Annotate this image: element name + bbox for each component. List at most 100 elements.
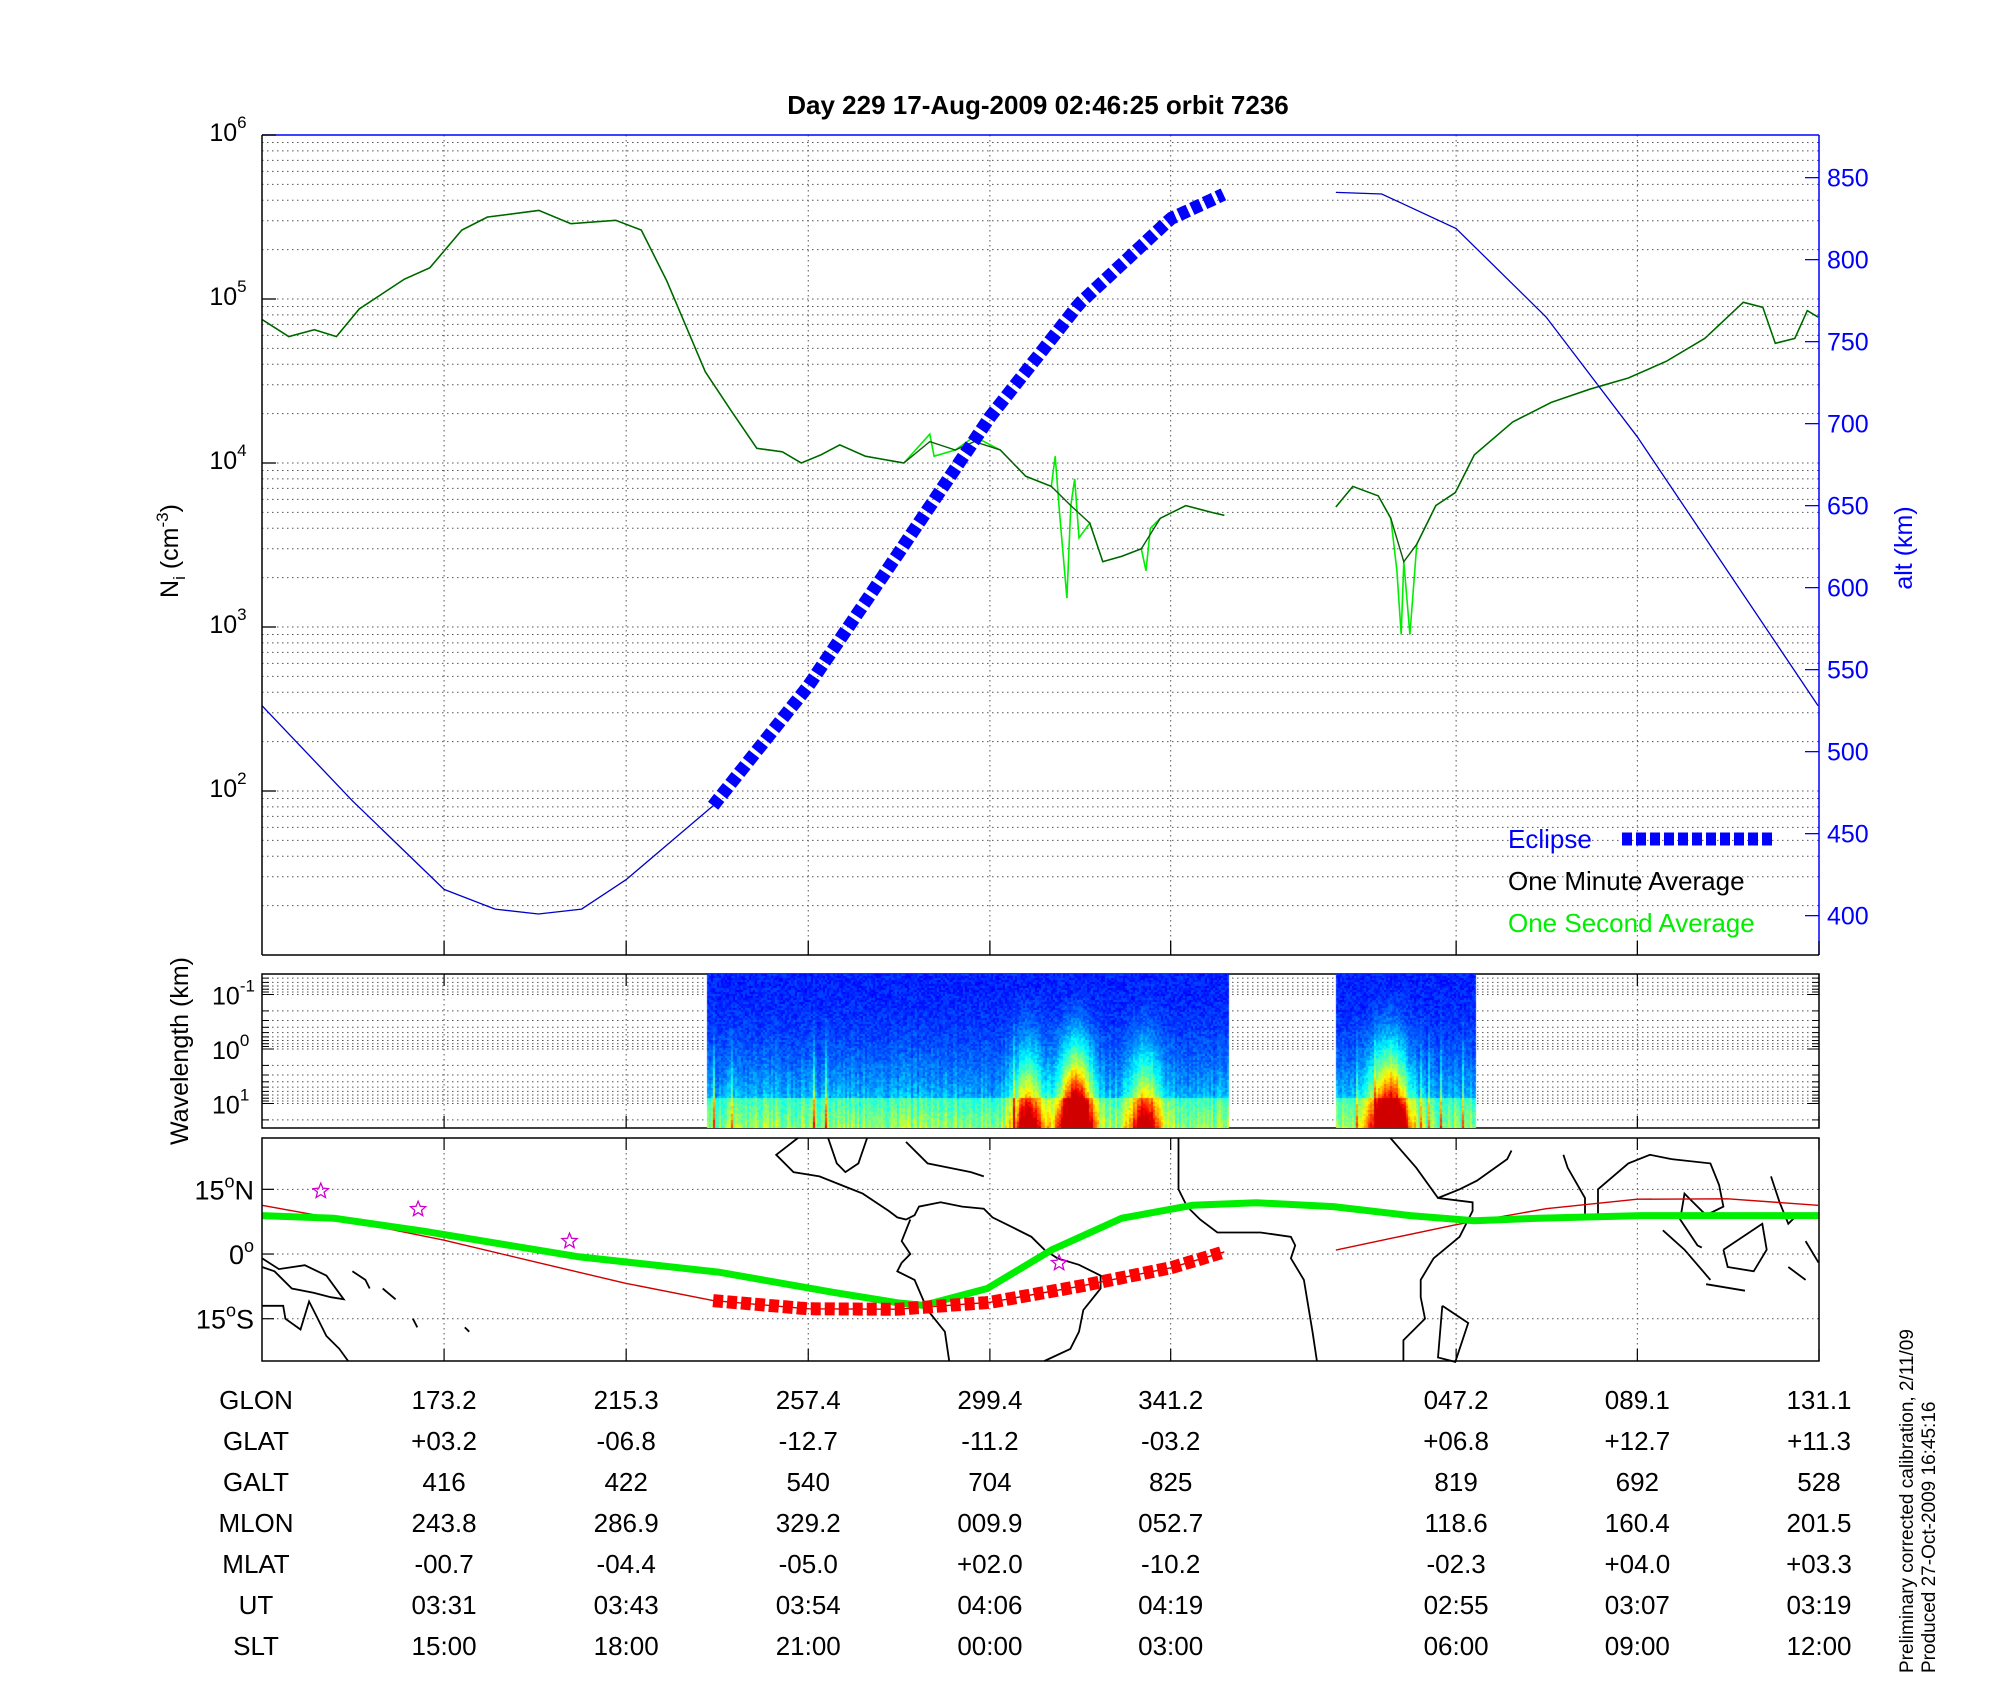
coastline [774,1137,1102,1362]
table-cell: +12.7 [1604,1426,1670,1456]
star-marker [311,1181,331,1199]
table-cell: +03.3 [1786,1549,1852,1579]
table-cell: -03.2 [1141,1426,1200,1456]
table-cell: 243.8 [412,1508,477,1538]
coastline [1671,1158,1725,1249]
dip-equator-line [261,1199,1819,1309]
one-second-average-line [261,209,1225,599]
map-y-tick-label: 0o [229,1236,254,1270]
star-marker [1049,1253,1069,1272]
row-label: MLON [218,1508,293,1538]
star-marker [408,1199,428,1218]
y2-tick-label: 650 [1827,493,1869,521]
table-cell: 03:07 [1605,1590,1670,1620]
coastline [827,1137,868,1174]
spectrogram-y-tick-label: 101 [212,1086,249,1120]
table-cell: 341.2 [1138,1385,1203,1415]
ground-track-line [1335,1198,1819,1251]
table-cell: 047.2 [1424,1385,1489,1415]
table-cell: 422 [604,1467,647,1497]
footnote-calibration: Preliminary corrected calibration, 2/11/… [1897,1329,1918,1673]
table-cell: 18:00 [594,1631,659,1661]
table-cell: -06.8 [597,1426,656,1456]
altitude-line [261,705,714,915]
chart-title: Day 229 17-Aug-2009 02:46:25 orbit 7236 [787,90,1289,120]
table-row: GALT 416 422 540 704 825 819 692 528 [223,1467,1841,1497]
table-cell: 201.5 [1786,1508,1851,1538]
table-cell: 160.4 [1605,1508,1670,1538]
y2-tick-label: 450 [1827,821,1869,849]
table-cell: 704 [968,1467,1011,1497]
legend: Eclipse One Minute Average One Second Av… [1508,824,1772,938]
star-marker [560,1231,579,1250]
table-cell: 118.6 [1425,1508,1488,1538]
table-row: SLT 15:00 18:00 21:00 00:00 03:00 06:00 09:00 12… [233,1631,1851,1661]
table-cell: 009.9 [957,1508,1022,1538]
table-cell: 04:06 [957,1590,1022,1620]
table-cell: 03:43 [594,1590,659,1620]
table-cell: 286.9 [594,1508,659,1538]
coastline [1722,1222,1768,1273]
table-row: MLAT -00.7 -04.4 -05.0 +02.0 -10.2 -02.3 +04.0 +… [222,1549,1852,1579]
table-cell: -04.4 [597,1549,656,1579]
row-label: SLT [233,1631,279,1661]
row-label: GALT [223,1467,289,1497]
coastline [262,1299,349,1362]
y2-tick-label: 850 [1827,165,1869,193]
table-cell: 540 [787,1467,830,1497]
y2-tick-label: 400 [1827,903,1869,931]
table-cell: 03:00 [1138,1631,1203,1661]
main-axes: 102 103 104 105 106 400 450 500 550 600 650 700 750 8… [209,113,1869,956]
table-cell: -12.7 [779,1426,838,1456]
table-cell: 131.1 [1786,1385,1851,1415]
table-cell: 825 [1149,1467,1192,1497]
y2-axis-label: alt (km) [1890,506,1918,589]
spectrogram-y-tick-label: 10-1 [212,977,255,1011]
coastline [1804,1240,1820,1264]
ground-track-line [261,1204,1225,1310]
orbit-table: GLON 173.2 215.3 257.4 299.4 341.2 047.2 089.1 1… [218,1385,1851,1661]
spectrogram-image [262,974,1819,1128]
table-cell: +02.0 [957,1549,1023,1579]
table-cell: 215.3 [594,1385,659,1415]
one-minute-average-line [261,209,1225,563]
coastline [1177,1138,1318,1362]
eclipse-ground-track [712,1245,1226,1316]
table-cell: 257.4 [776,1385,841,1415]
map-axes: 15oN 0o 15oS [194,1137,1820,1362]
footnote-produced: Produced 27-Oct-2009 16:45:16 [1919,1402,1940,1673]
table-cell: 03:19 [1786,1590,1851,1620]
coastline [1787,1266,1807,1281]
coastline [905,1141,985,1178]
table-cell: 692 [1616,1467,1659,1497]
coastline [1389,1137,1474,1361]
altitude-line [1335,191,1819,707]
coastline [1437,1305,1470,1363]
table-cell: -02.3 [1426,1549,1485,1579]
y2-tick-label: 550 [1827,657,1869,685]
y-tick-label: 104 [209,441,246,475]
coastline [351,1270,371,1289]
map-y-tick-label: 15oS [196,1301,254,1335]
spectrogram-y-tick-label: 100 [212,1031,249,1065]
map-series [261,1181,1819,1316]
table-cell: -11.2 [961,1426,1018,1456]
table-cell: 329.2 [776,1508,841,1538]
main-grid [262,135,1819,956]
coastline [261,1257,346,1301]
table-cell: +03.2 [411,1426,477,1456]
table-cell: +06.8 [1423,1426,1489,1456]
y-tick-label: 102 [209,769,246,803]
coastline [382,1287,397,1300]
legend-eclipse-label: Eclipse [1508,824,1592,854]
table-row: MLON 243.8 286.9 329.2 009.9 052.7 118.6 160.4 2… [218,1508,1851,1538]
table-cell: 15:00 [412,1631,477,1661]
y-tick-label: 105 [209,277,246,311]
eclipse-altitude-line [707,188,1227,810]
y2-tick-label: 500 [1827,739,1869,767]
coastline [1705,1283,1746,1292]
coastline [896,1262,951,1362]
table-cell: 00:00 [957,1631,1022,1661]
spectrogram-y-label: Wavelength (km) [166,957,194,1145]
